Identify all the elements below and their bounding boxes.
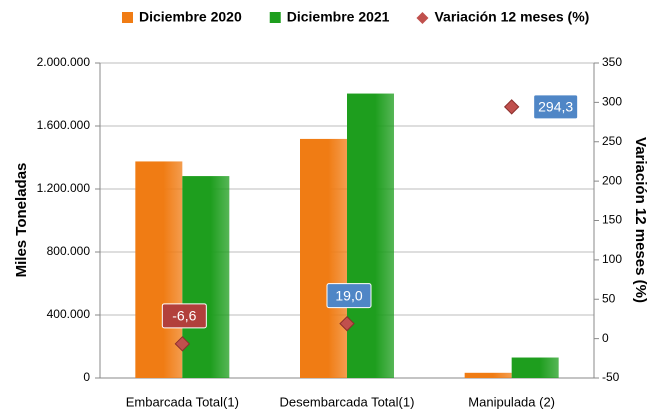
label-box [533,94,579,120]
data-label: 294,3 [538,99,573,115]
bar [135,161,183,378]
marker [503,99,520,115]
y2-tick-label: 50 [602,291,616,305]
marker [174,336,191,352]
y-tick-label: 800.000 [47,244,91,258]
y-tick-label: 1.600.000 [37,118,91,132]
legend-swatch [269,12,281,23]
data-label: -6,6 [172,308,196,324]
y-tick-label: 2.000.000 [37,55,91,69]
y2-tick-label: 350 [602,55,622,69]
label-box [161,303,207,329]
y2-tick-label: 0 [602,331,609,345]
legend-marker [416,12,429,24]
y-tick-label: 400.000 [47,307,91,321]
y-axis-title: Miles Toneladas [13,163,30,278]
legend-label: Diciembre 2020 [139,9,242,25]
bar [347,93,394,379]
marker [339,315,355,332]
y2-tick-label: -50 [602,370,620,384]
y-tick-label: 0 [83,370,90,384]
data-label: 19,0 [335,287,362,303]
label-box [326,283,372,309]
y2-tick-label: 200 [602,173,622,187]
x-tick-label: Desembarcada Total(1) [280,394,415,409]
x-tick-label: Manipulada (2) [468,394,555,409]
x-tick-label: Embarcada Total(1) [126,394,239,409]
legend-swatch [122,12,133,23]
y2-tick-label: 300 [602,95,622,109]
bar [300,138,347,378]
y2-tick-label: 150 [602,213,622,227]
legend-label: Variación 12 meses (%) [434,9,589,25]
y2-tick-label: 250 [602,134,622,148]
bar [511,357,559,378]
y2-axis-title: Variación 12 meses (%) [632,137,649,303]
legend-label: Diciembre 2021 [287,9,390,25]
y2-tick-label: 100 [602,252,622,266]
y-tick-label: 1.200.000 [37,181,91,195]
bar [182,176,230,378]
bar [464,372,512,378]
